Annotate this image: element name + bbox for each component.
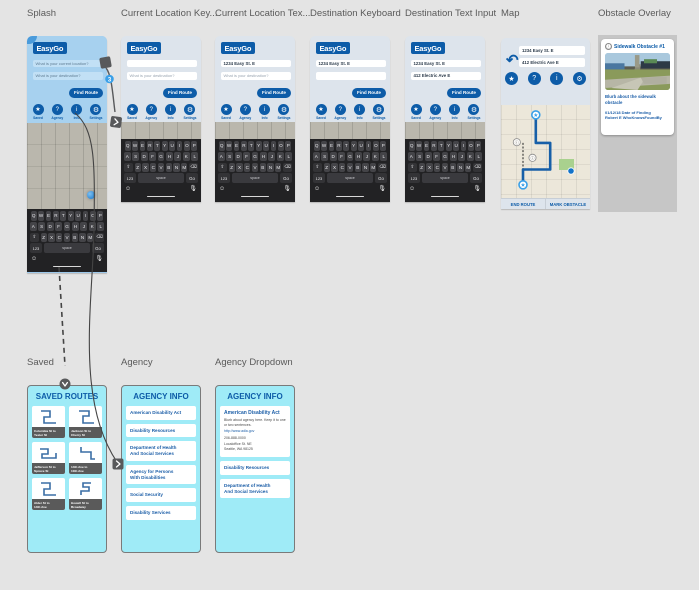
svg-text:ⓘ: ⓘ xyxy=(515,139,519,145)
svg-text:3: 3 xyxy=(108,77,112,83)
svg-text:ⓘ: ⓘ xyxy=(531,154,535,160)
